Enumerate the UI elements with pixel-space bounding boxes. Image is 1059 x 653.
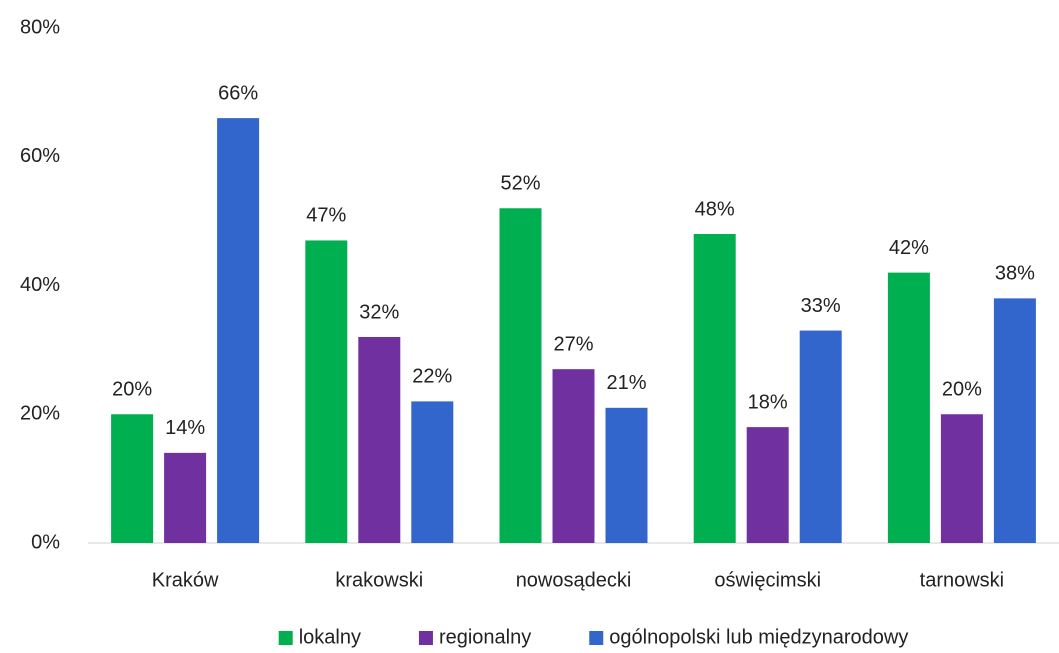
bar [552,369,595,543]
bar [940,414,983,543]
value-label: 27% [553,333,593,355]
legend-label: lokalny [299,626,361,648]
bar [993,298,1036,543]
value-label: 42% [889,237,929,259]
bar [746,427,789,543]
y-tick-label: 0% [31,531,60,553]
value-label: 52% [500,173,540,195]
bar [164,452,207,543]
value-label: 32% [359,301,399,323]
bar [305,240,348,543]
y-tick-label: 20% [20,403,60,425]
value-label: 14% [165,417,205,439]
bar [605,407,648,543]
value-label: 33% [801,295,841,317]
bar [358,337,401,543]
legend-swatch [589,631,604,645]
bar [799,330,842,543]
value-label: 48% [695,198,735,220]
x-tick-label: nowosądecki [516,569,632,591]
value-label: 38% [995,263,1035,285]
x-tick-label: oświęcimski [714,569,821,591]
y-tick-label: 80% [20,16,60,38]
value-label: 18% [748,391,788,413]
value-label: 22% [412,366,452,388]
legend-swatch [278,631,293,645]
value-label: 47% [306,205,346,227]
x-tick-label: krakowski [335,569,423,591]
bar [887,272,930,543]
bar [217,118,260,543]
value-label: 21% [606,372,646,394]
bar [411,401,454,543]
legend-swatch [418,631,433,645]
y-tick-label: 60% [20,145,60,167]
legend-label: regionalny [439,626,531,648]
value-label: 20% [112,379,152,401]
value-label: 66% [218,82,258,104]
x-tick-label: tarnowski [920,569,1004,591]
bar [499,208,542,543]
y-tick-label: 40% [20,274,60,296]
x-tick-label: Kraków [152,569,219,591]
value-label: 20% [942,379,982,401]
bar [111,414,154,543]
bar [693,234,736,543]
legend-label: ogólnopolski lub międzynarodowy [609,626,908,648]
